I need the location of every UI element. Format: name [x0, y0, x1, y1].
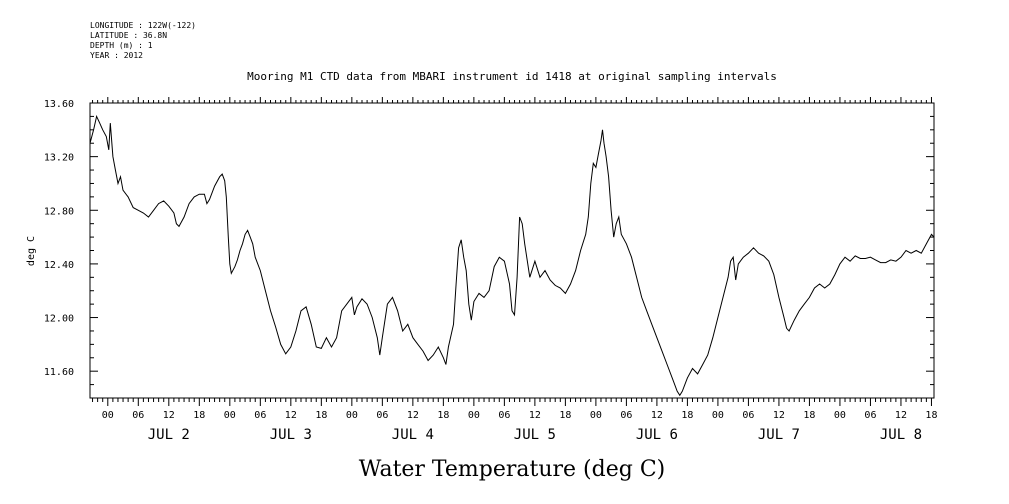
depth-label: DEPTH (m) : 1 [90, 41, 153, 50]
x-tick-label: 06 [376, 410, 388, 421]
metadata-block: LONGITUDE : 122W(-122) LATITUDE : 36.8N … [90, 21, 196, 61]
y-axis: 11.60 12.00 12.40 12.80 13.20 13.60 [44, 99, 934, 399]
y-tick-label: 13.60 [44, 99, 74, 110]
x-axis-label: Water Temperature (deg C) [359, 457, 666, 482]
x-tick-label: 00 [102, 410, 114, 421]
y-tick-label: 13.20 [44, 153, 74, 164]
y-tick-label: 12.80 [44, 206, 74, 217]
y-tick-label: 12.00 [44, 314, 74, 325]
x-tick-label: 12 [773, 410, 785, 421]
day-label: JUL 3 [270, 427, 312, 443]
day-label: JUL 8 [880, 427, 922, 443]
x-axis: 00 06 12 18 00 06 12 18 00 06 12 18 00 06 12 18 00 06 12 18… [92, 97, 937, 443]
chart-title: Mooring M1 CTD data from MBARI instrumen… [247, 70, 777, 83]
water-temperature-line [89, 114, 935, 397]
x-tick-label: 18 [681, 410, 693, 421]
day-label: JUL 4 [392, 427, 434, 443]
latitude-label: LATITUDE : 36.8N [90, 31, 168, 40]
x-tick-label: 12 [895, 410, 907, 421]
day-label: JUL 5 [514, 427, 556, 443]
x-tick-label: 00 [346, 410, 358, 421]
x-tick-label: 18 [437, 410, 449, 421]
day-label: JUL 6 [636, 427, 678, 443]
x-tick-label: 06 [742, 410, 754, 421]
x-tick-label: 12 [651, 410, 663, 421]
x-tick-label: 12 [407, 410, 419, 421]
x-tick-label: 06 [254, 410, 266, 421]
longitude-label: LONGITUDE : 122W(-122) [90, 21, 196, 30]
x-tick-label: 12 [163, 410, 175, 421]
y-axis-label: deg C [26, 236, 37, 266]
x-tick-label: 18 [315, 410, 327, 421]
x-tick-label: 00 [224, 410, 236, 421]
x-tick-label: 00 [590, 410, 602, 421]
x-tick-label: 18 [803, 410, 815, 421]
x-tick-label: 18 [193, 410, 205, 421]
x-tick-label: 06 [864, 410, 876, 421]
year-label: YEAR : 2012 [90, 51, 143, 60]
x-tick-label: 00 [468, 410, 480, 421]
x-tick-label: 18 [559, 410, 571, 421]
day-label: JUL 7 [758, 427, 800, 443]
x-tick-label: 12 [529, 410, 541, 421]
plot-frame [89, 102, 935, 399]
x-tick-label: 00 [834, 410, 846, 421]
x-tick-label: 12 [285, 410, 297, 421]
y-tick-label: 11.60 [44, 367, 74, 378]
x-tick-label: 00 [712, 410, 724, 421]
y-tick-label: 12.40 [44, 260, 74, 271]
x-tick-label: 18 [925, 410, 937, 421]
x-tick-label: 06 [620, 410, 632, 421]
x-tick-label: 06 [132, 410, 144, 421]
x-tick-label: 06 [498, 410, 510, 421]
day-label: JUL 2 [148, 427, 190, 443]
